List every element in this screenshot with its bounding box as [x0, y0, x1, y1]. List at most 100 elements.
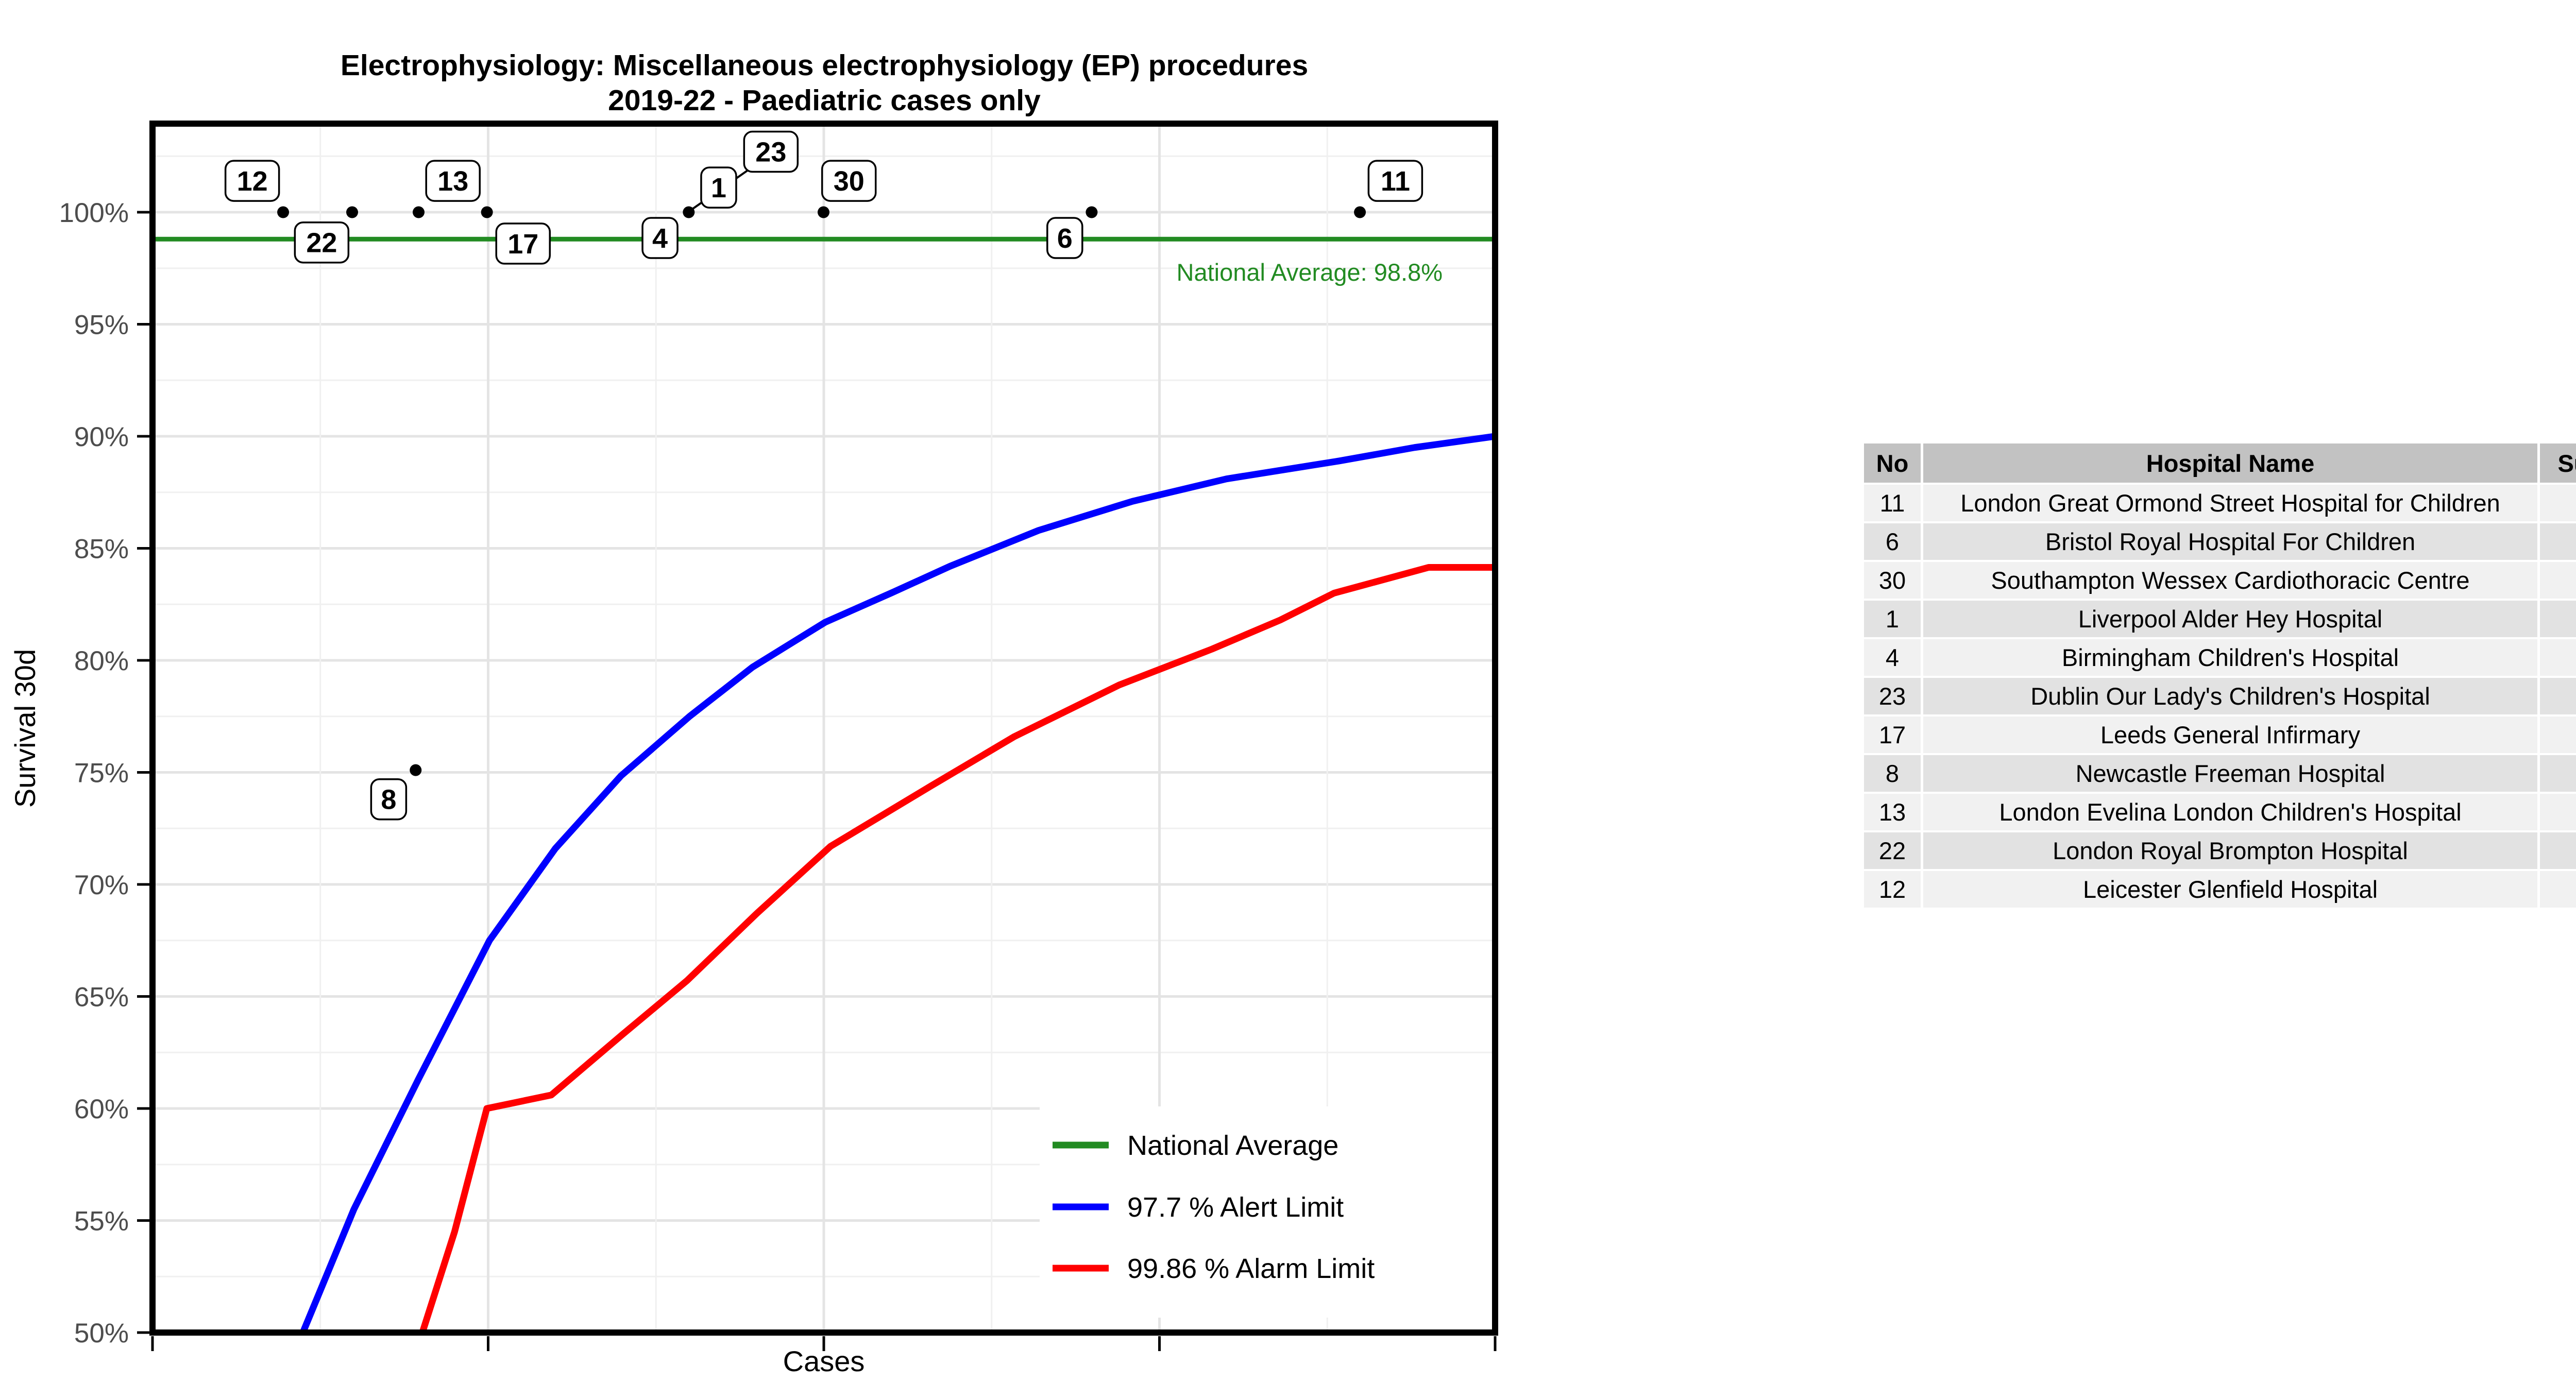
hospital-label: 23 [755, 137, 786, 168]
funnel-plot: 12 22 13 17 4 1 23 30 6 11 8 100% 95% 90% 85% 80% 75% 70%… [9, 49, 1498, 1377]
cell-hospital-name: Birmingham Children's Hospital [1923, 639, 2537, 676]
hospital-label-box [641, 217, 679, 259]
table-row: 11 London Great Ormond Street Hospital fo… [1864, 485, 2576, 521]
x-axis-title: Cases [783, 1345, 865, 1377]
hospital-label: 6 [1057, 223, 1073, 254]
cell-hospital-name: London Evelina London Children's Hospita… [1923, 794, 2537, 830]
hospital-dot [277, 206, 290, 218]
chart-svg: 12 22 13 17 4 1 23 30 6 11 8 100% 95% 90% 85% 80% 75% 70%… [9, 49, 1498, 1377]
y-tick-label: 85% [74, 534, 129, 565]
cell-survival-30d: 100% [2540, 485, 2576, 521]
hospital-dot [1086, 206, 1098, 218]
y-tick-label: 95% [74, 310, 129, 340]
y-tick-label: 65% [74, 982, 129, 1013]
hospital-dot [410, 764, 422, 776]
chart-title-line1: Electrophysiology: Miscellaneous electro… [341, 49, 1308, 82]
hospital-dot [413, 206, 425, 218]
cell-hospital-name: Leicester Glenfield Hospital [1923, 871, 2537, 908]
hospital-label-box [370, 778, 408, 821]
hospital-label-box [294, 221, 350, 264]
y-tick-label: 55% [74, 1206, 129, 1237]
cell-survival-30d: 100% [2540, 678, 2576, 714]
cell-no: 4 [1864, 639, 1921, 676]
hospital-label-box [495, 223, 551, 265]
hospital-label-box [743, 130, 799, 173]
legend-label: 97.7 % Alert Limit [1127, 1192, 1344, 1223]
hospital-label-box [224, 160, 280, 202]
cell-survival-30d: 100% [2540, 601, 2576, 637]
y-tick-label: 70% [74, 870, 129, 900]
legend-label: National Average [1127, 1130, 1338, 1161]
cell-survival-30d: 100% [2540, 794, 2576, 830]
hospital-label: 11 [1381, 166, 1410, 197]
panel-border [149, 121, 1498, 1336]
hospital-label: 17 [507, 229, 538, 260]
cell-no: 30 [1864, 562, 1921, 599]
header-hospital-name: Hospital Name [1923, 443, 2537, 483]
cell-no: 13 [1864, 794, 1921, 830]
y-tick-label: 90% [74, 422, 129, 452]
hospital-label: 30 [834, 166, 865, 197]
table-row: 30 Southampton Wessex Cardiothoracic Cent… [1864, 562, 2576, 599]
hospital-label: 4 [652, 223, 668, 254]
legend-background [1040, 1106, 1495, 1318]
y-tick-label: 80% [74, 646, 129, 676]
hospital-label-box [821, 160, 877, 202]
cell-hospital-name: Leeds General Infirmary [1923, 716, 2537, 753]
cell-survival-30d: 100% [2540, 639, 2576, 676]
table-row: 13 London Evelina London Children's Hospi… [1864, 794, 2576, 830]
hospital-label: 22 [306, 228, 337, 259]
cell-hospital-name: Bristol Royal Hospital For Children [1923, 523, 2537, 560]
cell-survival-30d: 75% [2540, 755, 2576, 792]
cell-hospital-name: London Great Ormond Street Hospital for … [1923, 485, 2537, 521]
cell-hospital-name: Liverpool Alder Hey Hospital [1923, 601, 2537, 637]
hospital-dot [1354, 206, 1366, 218]
y-tick-label: 75% [74, 758, 129, 789]
cell-survival-30d: 100% [2540, 716, 2576, 753]
y-axis-title: Survival 30d [9, 649, 41, 808]
cell-hospital-name: Newcastle Freeman Hospital [1923, 755, 2537, 792]
cell-survival-30d: 100% [2540, 871, 2576, 908]
hospital-dot [481, 206, 493, 218]
cell-survival-30d: 100% [2540, 562, 2576, 599]
cell-hospital-name: London Royal Brompton Hospital [1923, 832, 2537, 869]
cell-hospital-name: Southampton Wessex Cardiothoracic Centre [1923, 562, 2537, 599]
cell-survival-30d: 100% [2540, 523, 2576, 560]
cell-no: 11 [1864, 485, 1921, 521]
y-tick-label: 60% [74, 1094, 129, 1124]
header-no: No [1864, 443, 1921, 483]
hospital-label: 13 [437, 166, 468, 197]
cell-survival-30d: 100% [2540, 832, 2576, 869]
hospital-label: 12 [237, 166, 268, 197]
cell-no: 8 [1864, 755, 1921, 792]
hospital-label: 8 [381, 784, 396, 815]
alert-limit-curve [299, 433, 1496, 1334]
cell-hospital-name: Dublin Our Lady's Children's Hospital [1923, 678, 2537, 714]
table-header-row: No Hospital Name Survival 30d [1864, 443, 2576, 483]
cell-no: 17 [1864, 716, 1921, 753]
cell-no: 23 [1864, 678, 1921, 714]
hospital-dot [683, 206, 695, 218]
hospital-dot [817, 206, 829, 218]
hospital-label: 1 [711, 173, 726, 203]
cell-no: 6 [1864, 523, 1921, 560]
hospital-label-box [1367, 160, 1423, 202]
hospital-label-box [1046, 217, 1083, 259]
chart-title-line2: 2019-22 - Paediatric cases only [608, 84, 1041, 117]
header-survival-30d: Survival 30d [2540, 443, 2576, 483]
hospital-dot [346, 206, 359, 218]
y-tick-label: 100% [59, 198, 129, 228]
y-tick-label: 50% [74, 1318, 129, 1349]
hospital-label-box [700, 166, 737, 209]
hospital-label-box [425, 160, 481, 202]
